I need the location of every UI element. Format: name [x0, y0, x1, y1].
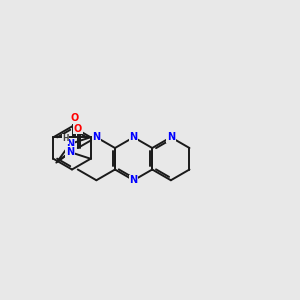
Text: O: O	[71, 113, 79, 123]
Text: O: O	[74, 124, 82, 134]
Text: N: N	[167, 132, 175, 142]
Text: N: N	[66, 147, 74, 157]
Text: N: N	[66, 139, 74, 149]
Text: N: N	[130, 132, 138, 142]
Text: N: N	[92, 132, 101, 142]
Text: N: N	[130, 175, 138, 185]
Text: H: H	[62, 134, 68, 143]
